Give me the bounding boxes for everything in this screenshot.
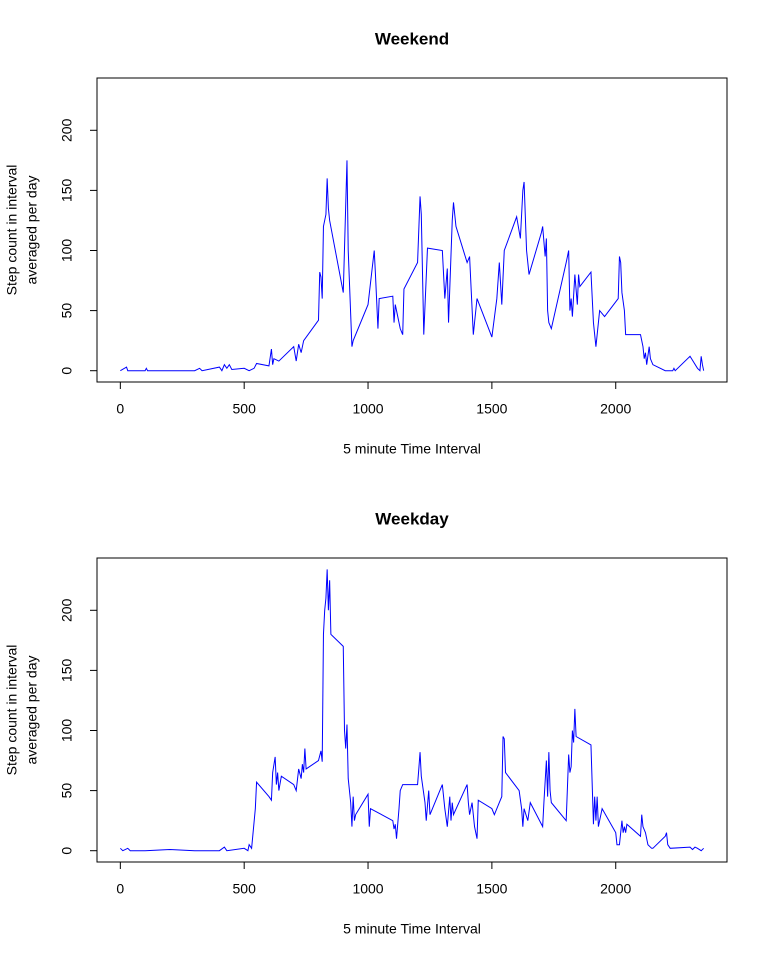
y-tick-label: 150: [59, 658, 75, 682]
chart-title: Weekday: [375, 509, 449, 528]
x-tick-label: 1500: [476, 881, 507, 897]
x-tick-label: 1000: [352, 881, 383, 897]
x-tick-label: 0: [116, 881, 124, 897]
x-tick-label: 2000: [600, 401, 631, 417]
x-tick-label: 2000: [600, 881, 631, 897]
plot-frame: [96, 557, 728, 863]
y-tick-label: 0: [59, 367, 75, 375]
x-tick-label: 500: [233, 881, 257, 897]
x-axis-label: 5 minute Time Interval: [343, 921, 481, 937]
data-line: [119, 569, 705, 852]
y-tick-label: 100: [59, 719, 75, 743]
x-tick-label: 0: [116, 401, 124, 417]
y-tick-label: 200: [59, 598, 75, 622]
x-axis-label: 5 minute Time Interval: [343, 441, 481, 457]
plot-frame: [96, 77, 728, 383]
y-tick-label: 50: [59, 303, 75, 319]
y-axis-label: averaged per day: [24, 176, 40, 285]
y-tick-label: 50: [59, 783, 75, 799]
y-axis-label: Step count in interval: [4, 165, 20, 296]
y-tick-label: 150: [59, 178, 75, 202]
y-tick-label: 200: [59, 118, 75, 142]
chart-title: Weekend: [375, 29, 449, 48]
data-line: [120, 160, 705, 372]
y-axis-label: Step count in interval: [4, 645, 20, 776]
x-tick-label: 1500: [476, 401, 507, 417]
y-tick-label: 0: [59, 847, 75, 855]
y-axis-label: averaged per day: [24, 656, 40, 765]
x-tick-label: 1000: [352, 401, 383, 417]
x-tick-label: 500: [233, 401, 257, 417]
y-tick-label: 100: [59, 239, 75, 263]
